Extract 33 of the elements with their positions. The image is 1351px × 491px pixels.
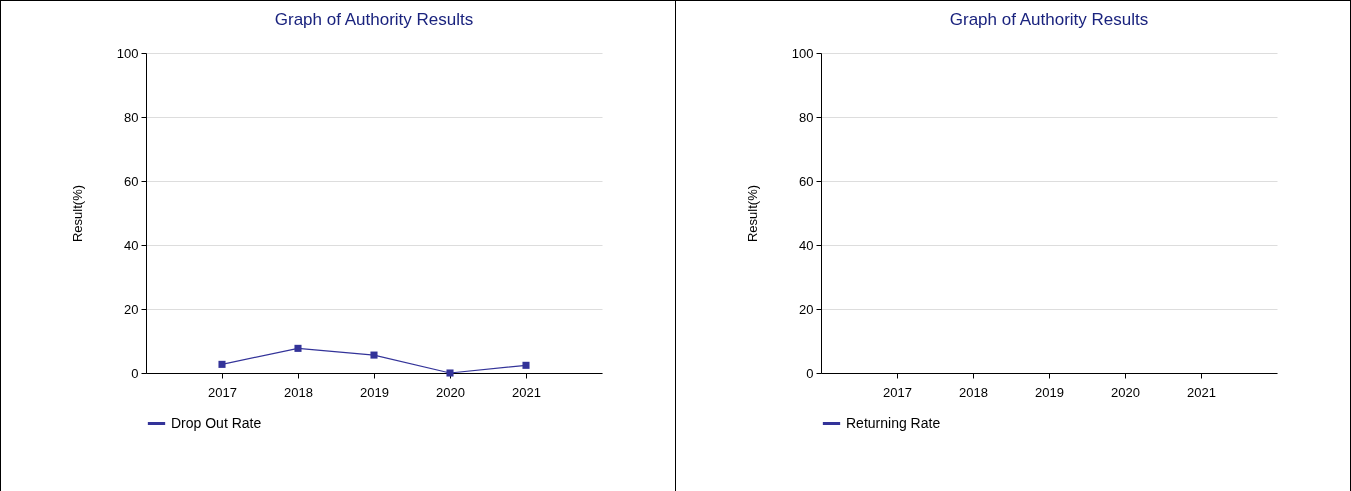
- point: [522, 361, 530, 369]
- y-tick-label: 60: [799, 173, 814, 189]
- point: [294, 344, 302, 352]
- legend-label: Returning Rate: [846, 414, 941, 431]
- x-tick-label: 2019: [1035, 384, 1064, 400]
- y-tick-label: 80: [124, 109, 139, 125]
- x-tick-label: 2018: [959, 384, 988, 400]
- y-tick-label: 80: [799, 109, 814, 125]
- y-tick-label: 100: [791, 45, 814, 61]
- y-tick-label: 0: [806, 365, 814, 381]
- x-tick-label: 2018: [284, 384, 313, 400]
- y-tick-label: 0: [131, 365, 139, 381]
- y-tick-label: 60: [124, 173, 139, 189]
- x-tick-label: 2021: [512, 384, 541, 400]
- chart-title: Graph of Authority Results: [949, 10, 1149, 29]
- x-tick-label: 2019: [360, 384, 389, 400]
- y-tick-label: 100: [116, 45, 139, 61]
- y-tick-label: 20: [799, 301, 814, 317]
- chart-title: Graph of Authority Results: [274, 10, 474, 29]
- x-tick-label: 2020: [436, 384, 465, 400]
- point: [218, 360, 226, 368]
- point: [446, 369, 454, 377]
- y-tick-label: 20: [124, 301, 139, 317]
- y-axis-title: Result(%): [744, 184, 760, 243]
- y-tick-label: 40: [124, 237, 139, 253]
- point: [370, 351, 378, 359]
- x-tick-label: 2017: [883, 384, 912, 400]
- y-tick-label: 40: [799, 237, 814, 253]
- x-tick-label: 2020: [1111, 384, 1140, 400]
- x-tick-label: 2017: [208, 384, 237, 400]
- y-axis-title: Result(%): [69, 184, 85, 243]
- legend-label: Drop Out Rate: [171, 414, 262, 431]
- x-tick-label: 2021: [1187, 384, 1216, 400]
